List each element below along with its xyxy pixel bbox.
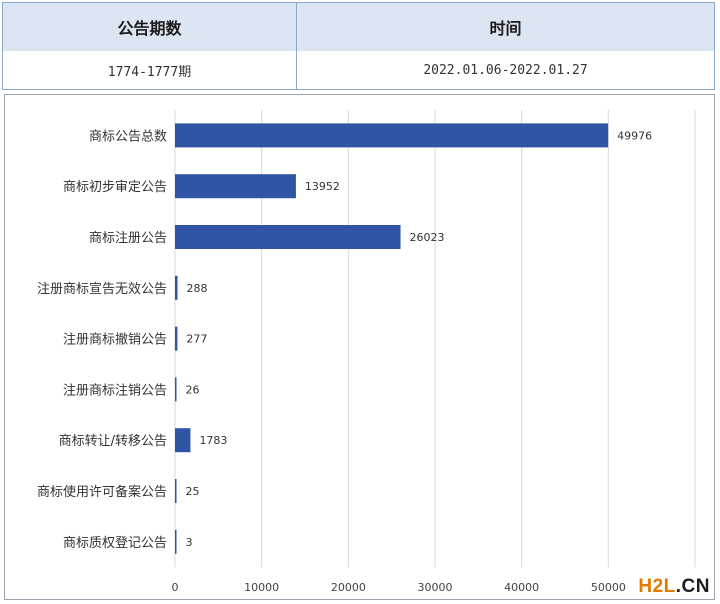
info-header-row: 公告期数 时间: [3, 3, 714, 52]
bar-chart: 0 10000 20000 30000 40000 50000 商标公告总数 49976 商标初…: [37, 110, 696, 594]
watermark-logo: H2L.CN: [638, 576, 710, 598]
watermark-part1: H2L: [638, 576, 676, 597]
header-time: 时间: [489, 19, 522, 38]
info-table: 公告期数 时间 1774-1777期 2022.01.06-2022.01.27: [2, 2, 715, 90]
category-label: 商标公告总数: [89, 129, 167, 144]
bar: [175, 225, 401, 249]
bar: [175, 529, 177, 554]
category-label: 商标使用许可备案公告: [37, 484, 167, 500]
data-label: 26: [186, 383, 200, 396]
value-time: 2022.01.06-2022.01.27: [423, 62, 588, 78]
bar: [175, 377, 177, 402]
data-label: 277: [186, 333, 207, 346]
data-label: 1783: [199, 434, 227, 447]
x-tick-label: 20000: [331, 581, 366, 594]
category-label: 商标转让/转移公告: [59, 434, 167, 449]
category-label: 商标初步审定公告: [63, 180, 167, 195]
bar: [175, 326, 178, 351]
bar: [175, 275, 178, 300]
x-tick-label: 30000: [418, 581, 453, 594]
x-tick-label: 40000: [504, 581, 539, 594]
data-label: 25: [186, 485, 200, 498]
bar: [175, 123, 609, 148]
x-tick-label: 0: [172, 581, 179, 594]
bar: [175, 174, 296, 199]
value-issue-number: 1774-1777期: [3, 51, 297, 89]
category-label: 商标注册公告: [89, 231, 167, 246]
data-label: 26023: [410, 231, 445, 244]
data-label: 49976: [617, 129, 652, 142]
chart-frame: 0 10000 20000 30000 40000 50000 商标公告总数 49976 商标初…: [4, 94, 715, 600]
header-issue-number: 公告期数: [3, 3, 297, 51]
data-label: 288: [186, 282, 207, 295]
data-label: 13952: [305, 180, 340, 193]
data-label: 3: [186, 536, 193, 549]
category-label: 商标质权登记公告: [63, 535, 167, 551]
x-tick-label: 10000: [244, 581, 279, 594]
watermark-part2: .CN: [675, 576, 710, 597]
bar: [175, 479, 177, 503]
category-label: 注册商标注销公告: [63, 383, 167, 398]
bar: [175, 428, 191, 453]
category-label: 注册商标宣告无效公告: [37, 281, 167, 297]
info-value-row: 1774-1777期 2022.01.06-2022.01.27: [3, 51, 714, 89]
category-label: 注册商标撤销公告: [63, 332, 167, 348]
x-tick-label: 50000: [591, 581, 626, 594]
